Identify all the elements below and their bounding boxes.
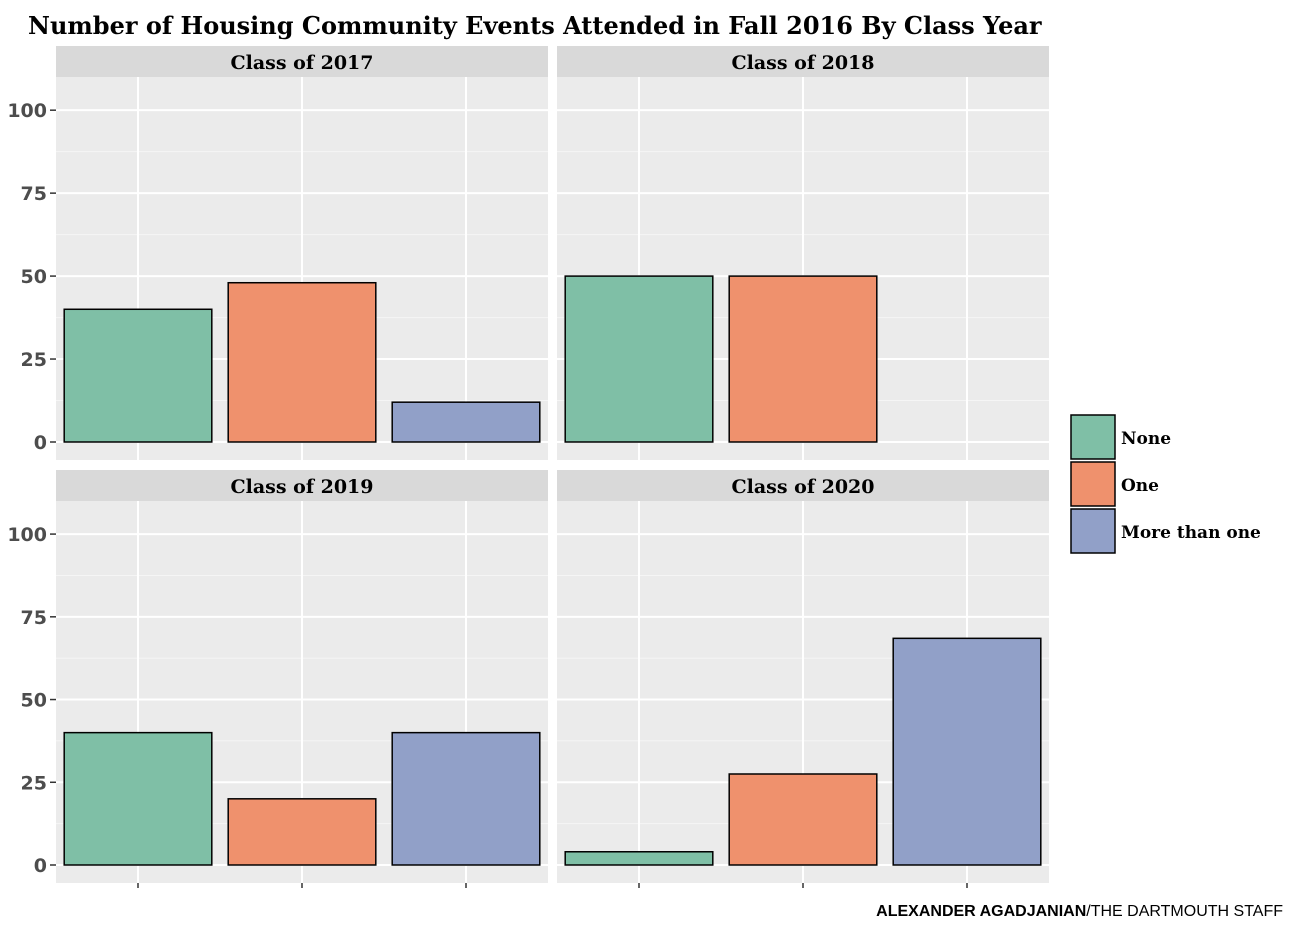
facet-label: Class of 2020 bbox=[731, 476, 874, 498]
chart-title: Number of Housing Community Events Atten… bbox=[28, 11, 1042, 40]
legend-item-one: One bbox=[1070, 461, 1159, 507]
bar-none bbox=[564, 851, 714, 866]
facet-class-2020: Class of 2020 bbox=[557, 470, 1049, 888]
strip-background bbox=[56, 46, 548, 77]
bar-more-than-one bbox=[391, 401, 541, 443]
credit-author: ALEXANDER AGADJANIAN bbox=[876, 903, 1086, 920]
y-tick-label: 25 bbox=[21, 349, 47, 371]
bar-none bbox=[63, 308, 213, 443]
legend-label: More than one bbox=[1121, 523, 1261, 543]
legend-swatch bbox=[1070, 508, 1116, 554]
y-tick-label: 0 bbox=[34, 855, 47, 877]
bar-more-than-one bbox=[391, 731, 541, 866]
legend-swatch bbox=[1070, 461, 1116, 507]
y-tick-label: 0 bbox=[34, 432, 47, 454]
legend-item-more-than-one: More than one bbox=[1070, 508, 1261, 554]
photo-credit: ALEXANDER AGADJANIAN/THE DARTMOUTH STAFF bbox=[876, 903, 1283, 920]
y-tick-label: 50 bbox=[21, 266, 47, 288]
bar-none bbox=[564, 275, 714, 443]
y-tick-label: 75 bbox=[21, 607, 47, 629]
bar-more-than-one bbox=[892, 637, 1042, 866]
legend-item-none: None bbox=[1070, 414, 1171, 460]
bar-one bbox=[728, 773, 878, 866]
bar-one bbox=[227, 798, 377, 866]
facet-label: Class of 2019 bbox=[230, 476, 373, 498]
facet-label: Class of 2017 bbox=[230, 52, 373, 74]
bar-one bbox=[728, 275, 878, 443]
legend: None One More than one bbox=[1070, 414, 1261, 554]
y-tick-label: 50 bbox=[21, 690, 47, 712]
facet-class-2017: Class of 2017 0 25 50 75 100 bbox=[7, 46, 548, 460]
legend-label: One bbox=[1121, 476, 1159, 496]
strip-background bbox=[56, 470, 548, 501]
bar-one bbox=[227, 281, 377, 443]
legend-swatch bbox=[1070, 414, 1116, 460]
y-tick-label: 100 bbox=[7, 100, 47, 122]
facet-label: Class of 2018 bbox=[731, 52, 874, 74]
bar-none bbox=[63, 731, 213, 866]
facet-class-2019: Class of 2019 0 25 50 75 100 bbox=[7, 470, 548, 888]
strip-background bbox=[557, 470, 1049, 501]
legend-label: None bbox=[1121, 429, 1171, 449]
facet-class-2018: Class of 2018 bbox=[557, 46, 1049, 460]
y-tick-label: 75 bbox=[21, 183, 47, 205]
y-tick-label: 100 bbox=[7, 524, 47, 546]
strip-background bbox=[557, 46, 1049, 77]
credit-org: /THE DARTMOUTH STAFF bbox=[1086, 903, 1283, 920]
y-tick-label: 25 bbox=[21, 772, 47, 794]
